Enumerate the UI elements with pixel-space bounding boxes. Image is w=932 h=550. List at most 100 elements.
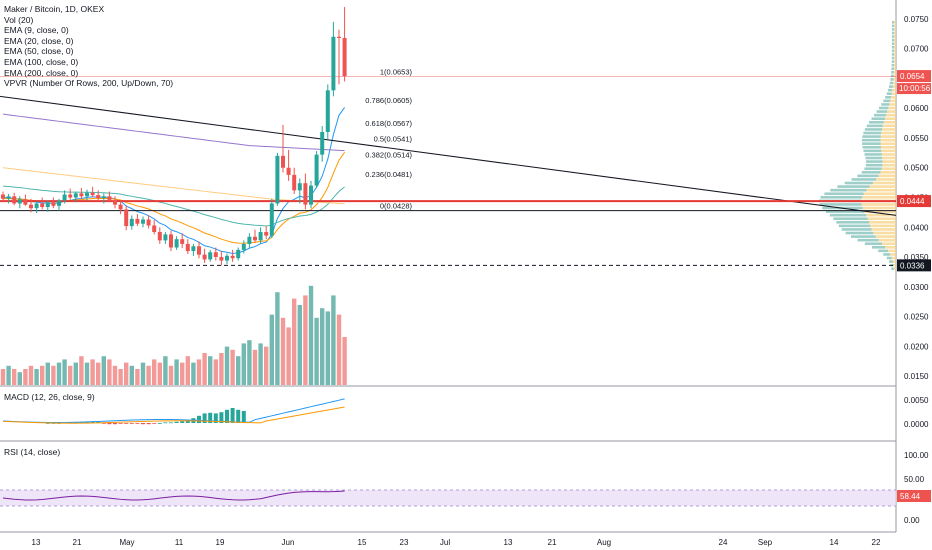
candle-body xyxy=(309,185,313,205)
candle-body xyxy=(331,36,336,91)
vpvr-bar xyxy=(872,181,896,185)
vpvr-bar xyxy=(892,88,896,92)
volume-bar xyxy=(112,365,118,385)
vpvr-bar xyxy=(893,78,896,81)
candle-body xyxy=(297,183,302,191)
vpvr-bar xyxy=(885,96,892,99)
vpvr-bar xyxy=(836,221,870,224)
vpvr-bar xyxy=(837,185,870,188)
volume-bar xyxy=(157,362,162,385)
macd-hist-bar xyxy=(129,423,134,424)
macd-tick-label: 0.0000 xyxy=(904,420,929,429)
volume-bar xyxy=(140,362,146,385)
candle-body xyxy=(12,196,17,204)
volume-bar xyxy=(325,311,330,385)
vpvr-bar xyxy=(841,228,872,231)
legend-line[interactable]: EMA (20, close, 0) xyxy=(4,35,74,46)
volume-bar xyxy=(308,285,314,385)
vpvr-bar xyxy=(891,21,895,24)
candle-body xyxy=(40,203,45,208)
volume-bar xyxy=(79,356,84,385)
vpvr-bar xyxy=(863,192,896,196)
volume-bar xyxy=(185,356,190,385)
candle-body xyxy=(303,183,308,205)
legend-line[interactable]: Vol (20) xyxy=(4,14,34,25)
volume-bar xyxy=(213,359,218,385)
vpvr-bar xyxy=(869,221,896,224)
legend-line[interactable]: EMA (100, close, 0) xyxy=(4,56,79,67)
rsi-value-badge: 58.44 xyxy=(900,492,921,501)
volume-bar xyxy=(163,356,168,385)
x-tick-label: 21 xyxy=(548,538,557,547)
countdown-badge: 10:00:56 xyxy=(899,84,931,93)
legend-title[interactable]: Maker / Bitcoin, 1D, OKEX xyxy=(4,4,105,14)
candle-body xyxy=(292,174,297,191)
vpvr-bar xyxy=(894,49,896,53)
candle-body xyxy=(275,155,280,204)
rsi-tick-label: 100.00 xyxy=(904,451,929,460)
vpvr-bar xyxy=(891,31,895,35)
legend-line[interactable]: EMA (9, close, 0) xyxy=(4,25,69,36)
vpvr-bar xyxy=(864,153,882,156)
legend-line[interactable]: EMA (50, close, 0) xyxy=(4,46,74,57)
volume-bar xyxy=(264,346,269,385)
volume-bar xyxy=(45,362,50,385)
macd-hist-bar xyxy=(124,423,129,424)
vpvr-bar xyxy=(886,113,896,117)
volume-bar xyxy=(34,369,39,385)
vpvr-bar xyxy=(881,153,896,156)
candle-body xyxy=(29,204,33,209)
candle-body xyxy=(85,192,89,197)
vpvr-bar xyxy=(890,74,894,78)
vpvr-bar xyxy=(888,106,896,110)
candle-body xyxy=(51,202,56,206)
vpvr-bar xyxy=(861,171,881,174)
macd-hist-bar xyxy=(101,423,106,424)
vpvr-bar xyxy=(869,121,884,124)
legend-line[interactable]: VPVR (Number Of Rows, 200, Up/Down, 70) xyxy=(4,78,174,89)
candle-body xyxy=(107,196,112,200)
macd-tick-label: 0.0050 xyxy=(904,396,929,405)
last-price-badge: 0.0654 xyxy=(900,72,925,81)
rsi-label[interactable]: RSI (14, close) xyxy=(4,447,61,457)
macd-hist-bar xyxy=(197,415,201,423)
volume-bar xyxy=(252,349,258,385)
candle-body xyxy=(314,154,319,186)
trend-line xyxy=(0,95,897,216)
vpvr-bar xyxy=(893,81,896,85)
vpvr-bar xyxy=(882,163,896,167)
x-tick-label: 21 xyxy=(73,538,82,547)
vpvr-bar xyxy=(883,121,896,124)
rsi-line xyxy=(2,490,345,501)
volume-bar xyxy=(152,359,157,385)
volume-bar xyxy=(202,353,207,385)
vpvr-bar xyxy=(894,56,896,60)
chart-legend: Maker / Bitcoin, 1D, OKEX Vol (20) EMA (9… xyxy=(4,4,173,89)
legend-line[interactable]: EMA (200, close, 0) xyxy=(4,67,79,78)
volume-bar xyxy=(101,356,106,385)
support-level-badge: 0.0444 xyxy=(900,197,925,206)
fib-level-label: 0.236(0.0481) xyxy=(365,170,412,179)
vpvr-bar xyxy=(891,56,895,60)
candle-body xyxy=(118,204,123,210)
volume-bar xyxy=(331,295,336,385)
vpvr-bar xyxy=(887,88,893,92)
macd-label[interactable]: MACD (12, 26, close, 9) xyxy=(4,392,95,402)
vpvr-bar xyxy=(862,196,896,199)
candle-body xyxy=(34,203,39,209)
vpvr-bar xyxy=(894,24,896,28)
vpvr-bar xyxy=(881,149,896,153)
vpvr-bar xyxy=(866,160,883,163)
vpvr-bar xyxy=(875,235,896,238)
vpvr-bar xyxy=(864,128,882,131)
x-tick-label: Jun xyxy=(282,538,295,547)
vpvr-bar xyxy=(866,213,896,217)
x-tick-label: May xyxy=(119,538,134,547)
vpvr-bar xyxy=(862,206,896,210)
vpvr-bar xyxy=(881,167,896,171)
macd-hist-bar xyxy=(241,411,246,423)
vpvr-bar xyxy=(880,135,896,138)
vpvr-bar xyxy=(861,142,881,146)
vpvr-bar xyxy=(888,249,896,253)
